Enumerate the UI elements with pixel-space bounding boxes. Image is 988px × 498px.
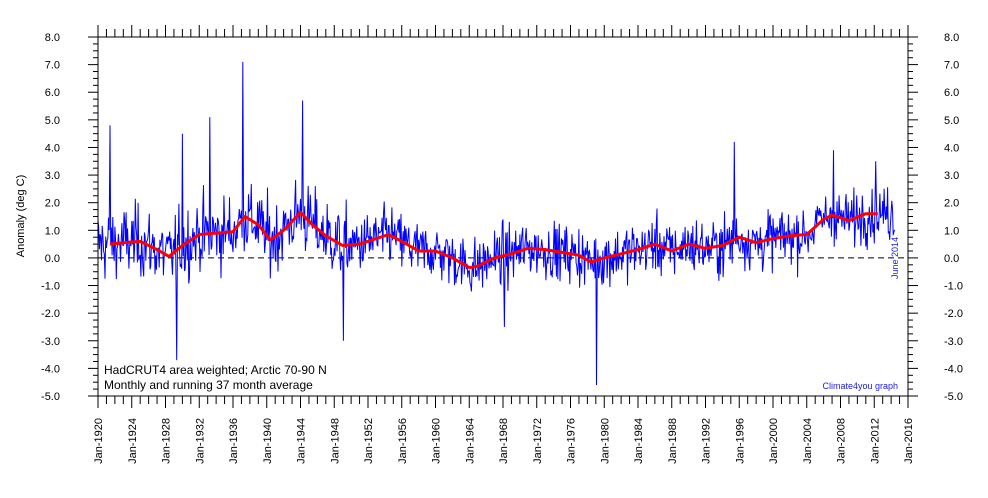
date-stamp: June 2014 <box>890 237 900 279</box>
x-tick-label: Jan-1924 <box>127 418 139 464</box>
y-tick-label-left: -5.0 <box>41 391 60 403</box>
y-axis-title: Anomaly (deg C) <box>15 175 27 258</box>
y-tick-label-left: -1.0 <box>41 281 60 293</box>
method-note: Monthly and running 37 month average <box>104 378 313 392</box>
y-tick-label-right: 2.0 <box>944 198 959 210</box>
x-tick-label: Jan-1952 <box>363 418 375 464</box>
axes-layer: 8.0 8.0 7.0 7.0 6.0 6.0 5.0 5.0 4.0 4.0 3.0 3.0 2.0 2… <box>41 25 963 464</box>
x-tick-label: Jan-1928 <box>161 418 173 464</box>
x-tick-label: Jan-1988 <box>667 418 679 464</box>
y-tick-label-right: 1.0 <box>944 225 959 237</box>
y-tick-label-right: 5.0 <box>944 115 959 127</box>
y-tick-label-left: 7.0 <box>45 60 60 72</box>
y-tick-label-left: -4.0 <box>41 363 60 375</box>
x-tick-label: Jan-1920 <box>93 418 105 464</box>
x-tick-label: Jan-2016 <box>903 418 915 464</box>
y-tick-label-right: -1.0 <box>944 281 963 293</box>
monthly-anomaly-line <box>97 61 896 386</box>
y-tick-label-right: 8.0 <box>944 32 959 44</box>
y-tick-label-right: -4.0 <box>944 363 963 375</box>
y-tick-label-right: -5.0 <box>944 391 963 403</box>
y-tick-label-right: 3.0 <box>944 170 959 182</box>
y-tick-label-right: 0.0 <box>944 253 959 265</box>
y-tick-label-right: -2.0 <box>944 308 963 320</box>
y-tick-label-right: -3.0 <box>944 336 963 348</box>
y-tick-label-left: 3.0 <box>45 170 60 182</box>
x-tick-label: Jan-1956 <box>397 418 409 464</box>
y-tick-label-left: 5.0 <box>45 115 60 127</box>
x-tick-label: Jan-1968 <box>498 418 510 464</box>
y-tick-label-left: 1.0 <box>45 225 60 237</box>
running-average-line <box>109 210 878 270</box>
y-tick-label-left: -2.0 <box>41 308 60 320</box>
x-tick-label: Jan-1932 <box>194 418 206 464</box>
y-tick-label-left: 8.0 <box>45 32 60 44</box>
y-tick-label-left: -3.0 <box>41 336 60 348</box>
x-tick-label: Jan-2008 <box>836 418 848 464</box>
running-average-layer <box>109 210 878 270</box>
y-tick-label-right: 4.0 <box>944 142 959 154</box>
y-tick-label-left: 4.0 <box>45 142 60 154</box>
credit-label: Climate4you graph <box>822 381 898 391</box>
plot-frame <box>97 36 909 397</box>
x-tick-label: Jan-1984 <box>633 418 645 464</box>
x-tick-label: Jan-1960 <box>431 418 443 464</box>
y-tick-label-left: 6.0 <box>45 87 60 99</box>
y-tick-label-right: 7.0 <box>944 60 959 72</box>
y-tick-label-left: 0.0 <box>45 253 60 265</box>
y-tick-label-right: 6.0 <box>944 87 959 99</box>
x-tick-label: Jan-1992 <box>701 418 713 464</box>
x-tick-label: Jan-1944 <box>296 418 308 464</box>
x-tick-label: Jan-1940 <box>262 418 274 464</box>
x-tick-label: Jan-1972 <box>532 418 544 464</box>
x-tick-label: Jan-1964 <box>464 418 476 464</box>
x-tick-label: Jan-1980 <box>599 418 611 464</box>
x-tick-label: Jan-2000 <box>768 418 780 464</box>
x-tick-label: Jan-1948 <box>329 418 341 464</box>
monthly-series-layer <box>97 61 896 386</box>
dataset-note: HadCRUT4 area weighted; Arctic 70-90 N <box>104 363 327 377</box>
y-tick-label-left: 2.0 <box>45 198 60 210</box>
x-tick-label: Jan-2012 <box>869 418 881 464</box>
x-tick-label: Jan-1976 <box>566 418 578 464</box>
x-tick-label: Jan-2004 <box>802 418 814 464</box>
x-tick-label: Jan-1996 <box>734 418 746 464</box>
x-tick-label: Jan-1936 <box>228 418 240 464</box>
